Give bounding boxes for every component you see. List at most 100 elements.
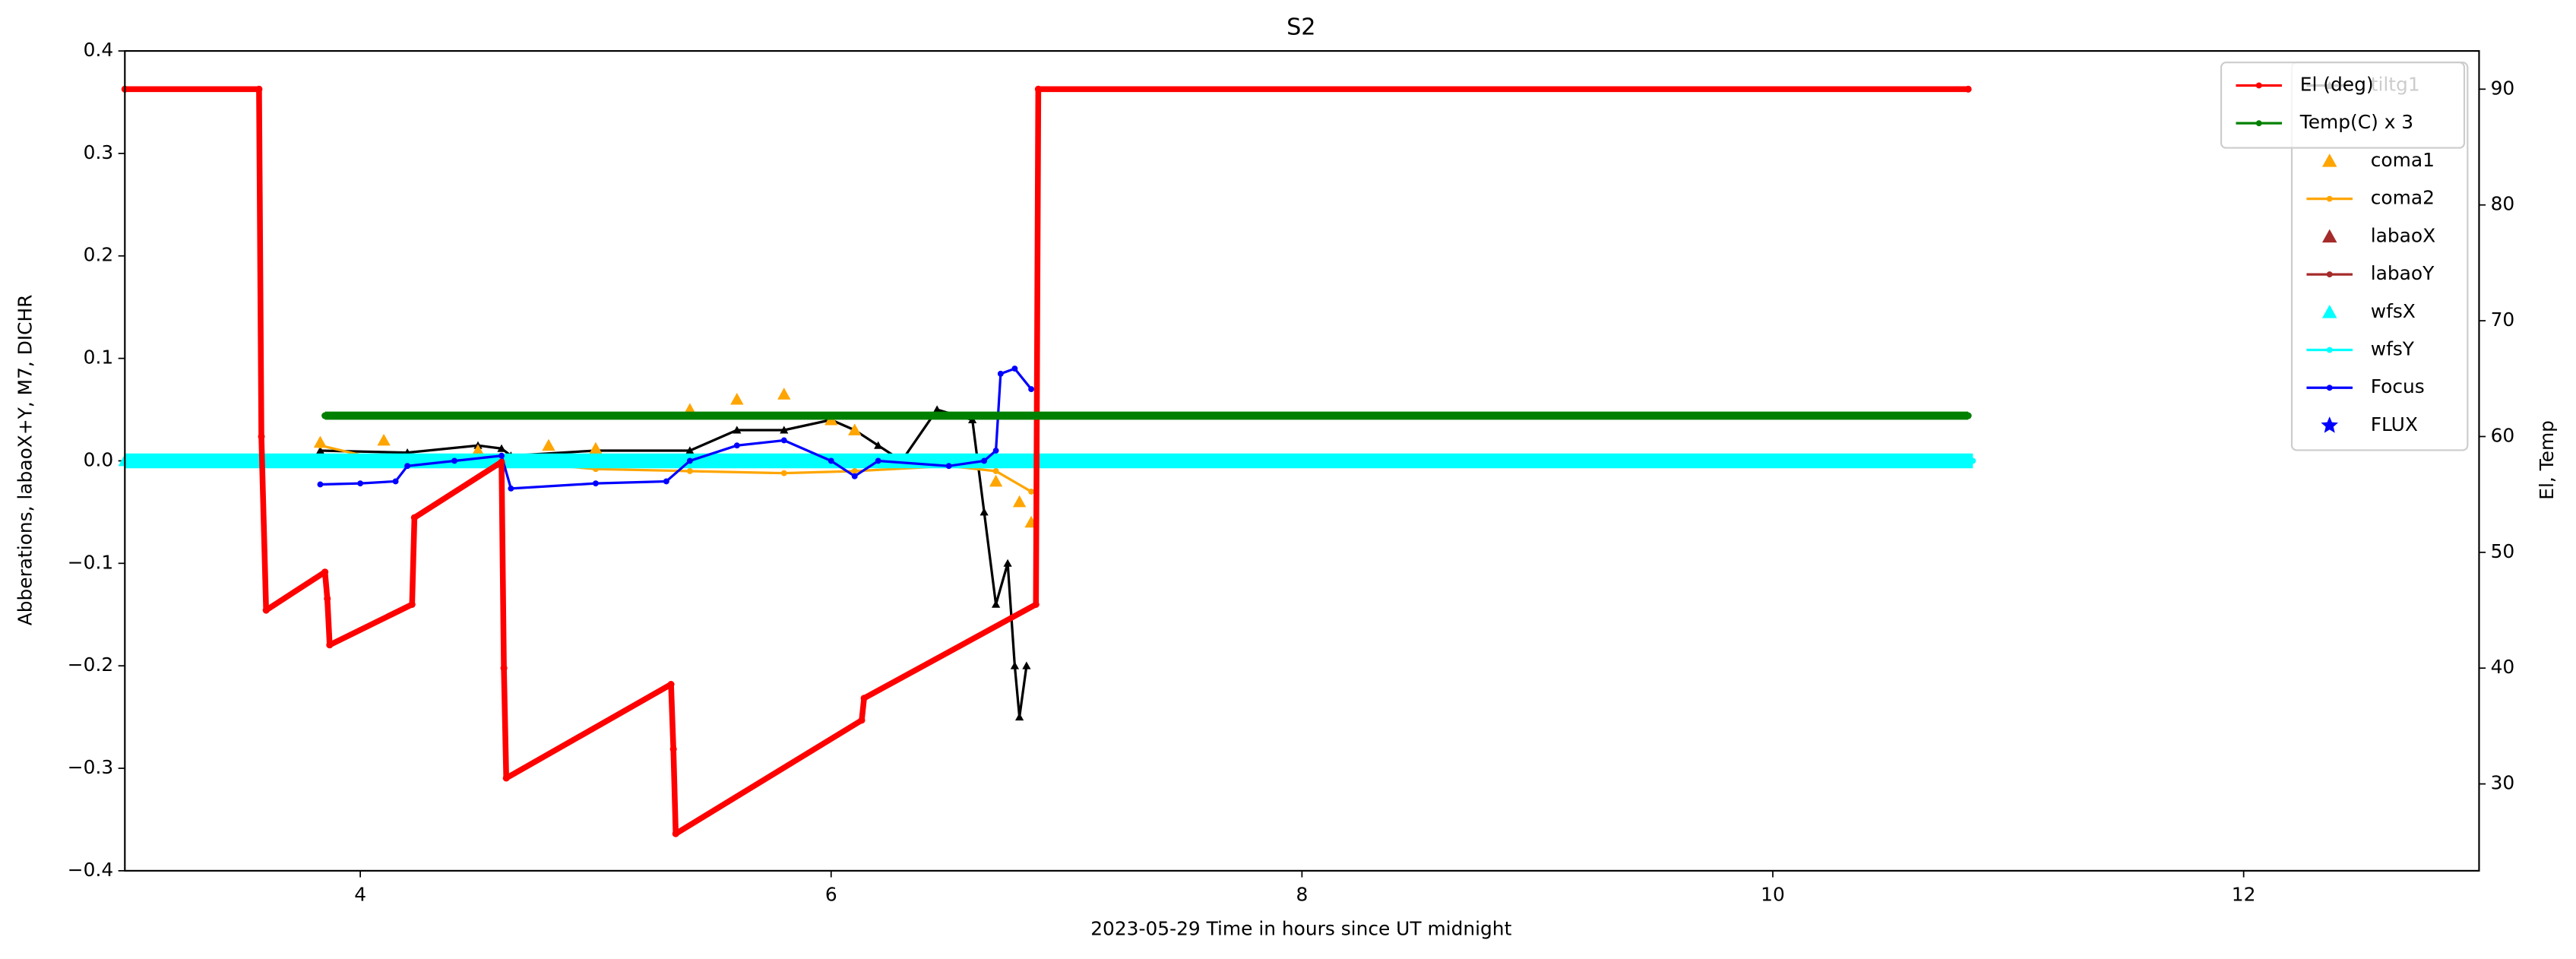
y-tick-label: −0.1 — [68, 551, 113, 573]
marker — [542, 438, 555, 451]
marker — [377, 433, 391, 446]
marker — [2321, 305, 2337, 318]
legend-label: wfsX — [2371, 300, 2416, 322]
marker — [672, 830, 679, 837]
marker — [945, 463, 952, 470]
legend: El (deg) Temp(C) x 3 — [2220, 62, 2466, 149]
marker — [2321, 229, 2337, 243]
series-line — [125, 86, 1969, 837]
marker — [1034, 85, 1042, 93]
marker — [875, 457, 881, 464]
legend-label: FLUX — [2371, 413, 2418, 435]
marker — [669, 745, 677, 753]
marker — [874, 441, 883, 449]
marker — [780, 437, 787, 444]
marker — [258, 432, 265, 441]
marker — [404, 463, 411, 470]
marker — [502, 774, 510, 782]
y2-tick-label: 60 — [2491, 424, 2515, 446]
y-axis-label: Abberations, labaoX+Y, M7, DICHR — [14, 294, 36, 625]
legend-label: wfsY — [2371, 338, 2415, 360]
y2-tick-label: 50 — [2491, 540, 2515, 562]
marker — [498, 452, 505, 459]
marker — [663, 478, 669, 485]
legend-label: Temp(C) x 3 — [2299, 111, 2413, 133]
marker — [408, 600, 416, 608]
y2-tick-label: 30 — [2491, 772, 2515, 794]
marker — [828, 457, 834, 464]
legend-label: El (deg) — [2300, 73, 2374, 95]
marker — [317, 481, 324, 488]
marker — [1014, 712, 1024, 721]
marker — [992, 468, 999, 474]
marker — [2255, 82, 2262, 89]
x-tick-label: 8 — [1296, 883, 1308, 905]
marker — [498, 458, 505, 466]
marker — [1964, 412, 1972, 419]
plot-area — [118, 85, 1976, 837]
marker — [589, 442, 603, 454]
marker — [733, 442, 740, 449]
marker — [262, 606, 270, 614]
legend-label: labaoX — [2371, 224, 2435, 246]
marker — [1012, 495, 1027, 508]
marker — [860, 695, 868, 702]
marker — [991, 600, 1001, 608]
marker — [667, 681, 675, 688]
marker — [2326, 385, 2333, 391]
y-tick-label: −0.2 — [68, 654, 113, 676]
y2-tick-label: 70 — [2491, 309, 2515, 331]
marker — [357, 480, 364, 487]
marker — [851, 468, 858, 474]
marker — [2321, 416, 2339, 433]
marker — [686, 468, 693, 474]
plot-frame — [124, 49, 2480, 872]
y2-axis-label: El, Temp — [2536, 420, 2558, 500]
marker — [686, 457, 693, 464]
marker — [1003, 559, 1012, 567]
marker — [392, 478, 399, 485]
marker — [321, 412, 329, 419]
marker — [317, 442, 324, 449]
legend-label: coma2 — [2371, 187, 2435, 209]
marker — [2326, 195, 2333, 202]
x-tick-label: 4 — [354, 883, 366, 905]
marker — [255, 85, 263, 93]
marker — [858, 717, 866, 724]
marker — [2255, 120, 2262, 127]
marker — [1032, 600, 1040, 608]
marker — [321, 568, 329, 576]
marker — [1028, 386, 1035, 392]
x-tick-label: 12 — [2232, 883, 2256, 905]
marker — [848, 423, 862, 435]
y2-tick-label: 80 — [2491, 193, 2515, 215]
marker — [979, 508, 989, 516]
marker — [508, 485, 514, 492]
chart-title: S2 — [1286, 14, 1315, 40]
marker — [992, 448, 999, 454]
y-tick-label: 0.1 — [84, 347, 114, 369]
x-tick-label: 10 — [1761, 883, 1785, 905]
marker — [2321, 154, 2337, 167]
y-tick-label: 0.3 — [84, 141, 114, 163]
y2-tick-label: 40 — [2491, 656, 2515, 678]
marker — [981, 457, 988, 464]
marker — [1964, 85, 1972, 93]
marker — [1028, 488, 1035, 495]
marker — [1022, 661, 1031, 669]
marker — [451, 457, 457, 464]
marker — [471, 444, 485, 456]
marker — [315, 446, 325, 454]
marker — [326, 641, 334, 649]
y-tick-label: −0.3 — [68, 756, 113, 778]
marker — [780, 426, 789, 434]
marker — [2326, 347, 2333, 353]
marker — [777, 388, 791, 400]
marker — [1010, 661, 1020, 669]
marker — [685, 446, 695, 454]
marker — [780, 470, 787, 476]
marker — [593, 480, 599, 487]
